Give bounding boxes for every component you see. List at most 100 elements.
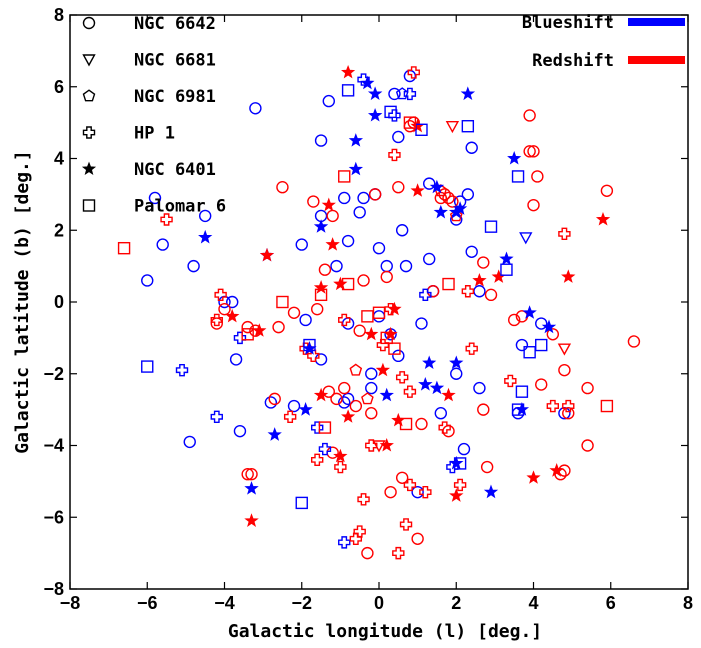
- ngc-6642-blue-point: [322, 94, 335, 108]
- ngc-6642-red-point: [368, 188, 382, 201]
- color-legend-swatch: [628, 18, 685, 26]
- palomar-6-red-point: [117, 241, 131, 255]
- ngc-6401-red-point: [561, 269, 576, 283]
- ngc-6401-blue-point: [452, 201, 468, 215]
- ngc-6401-red-point: [333, 276, 348, 291]
- ngc-6642-blue-point: [403, 69, 417, 83]
- hp-1-red-point: [160, 213, 173, 226]
- color-legend-swatch: [628, 56, 685, 64]
- x-tick-label: −6: [137, 593, 158, 613]
- ngc-6642-red-point: [380, 270, 393, 284]
- hp-1-blue-point: [311, 421, 324, 434]
- ngc-6401-red-point: [391, 412, 406, 427]
- ngc-6642-red-point: [627, 335, 641, 348]
- y-tick-label: −6: [43, 507, 64, 527]
- x-tick-label: −4: [214, 593, 235, 613]
- hp-1-red-point: [453, 478, 467, 492]
- ngc-6642-red-point: [322, 385, 335, 398]
- ngc-6401-red-point: [441, 387, 456, 402]
- legend-label: NGC 6681: [134, 51, 216, 71]
- ngc-6642-blue-point: [330, 259, 343, 273]
- ngc-6642-red-point: [361, 546, 374, 560]
- ngc-6642-blue-point: [295, 238, 308, 251]
- ngc-6642-blue-point: [141, 274, 154, 287]
- palomar-6-blue-point: [341, 84, 355, 97]
- ngc-6642-red-point: [442, 191, 455, 205]
- palomar-6-blue-point: [303, 338, 316, 352]
- ngc-6401-blue-point: [348, 133, 364, 147]
- ngc-6642-blue-point: [148, 191, 162, 205]
- ngc-6642-red-point: [531, 170, 544, 183]
- x-axis-title: Galactic longitude (l) [deg.]: [228, 621, 542, 642]
- y-tick-label: −8: [43, 579, 64, 599]
- palomar-6-red-point: [338, 170, 351, 183]
- legend-label: HP 1: [134, 124, 175, 144]
- palomar-6-blue-point: [484, 220, 498, 233]
- hp-1-red-point: [334, 460, 347, 474]
- hp-1-red-point: [438, 421, 451, 434]
- ngc-6642-red-point: [210, 317, 223, 330]
- ngc-6642-blue-point: [411, 485, 424, 499]
- hp-1-red-point: [214, 288, 227, 302]
- ngc-6642-red-point: [426, 285, 440, 298]
- hp-1-red-point: [365, 439, 378, 452]
- palomar-6-red-point: [361, 310, 374, 323]
- palomar-6-red-point: [341, 277, 355, 291]
- color-legend-label: Redshift: [532, 51, 614, 71]
- ngc-6642-red-point: [523, 109, 536, 122]
- ngc-6642-red-point: [357, 274, 370, 287]
- ngc-6642-red-point: [415, 417, 428, 431]
- ngc-6642-red-point: [600, 184, 614, 197]
- ngc-6642-blue-point: [473, 285, 486, 298]
- ngc-6401-blue-point: [449, 355, 464, 370]
- ngc-6642-red-point: [395, 471, 409, 484]
- x-tick-label: −2: [291, 593, 312, 613]
- ngc-6642-red-point: [581, 381, 594, 395]
- ngc-6642-red-point: [562, 407, 575, 420]
- legend-label: NGC 6642: [134, 14, 216, 34]
- hp-1-red-point: [376, 338, 390, 352]
- ngc-6642-blue-point: [156, 238, 169, 251]
- ngc-6401-red-point: [244, 513, 259, 527]
- ngc-6401-blue-point: [313, 219, 329, 233]
- x-tick-label: 4: [528, 593, 538, 613]
- ngc-6401-blue-point: [302, 341, 317, 355]
- ngc-6401-blue-point: [429, 380, 445, 395]
- ngc-6642-blue-point: [314, 134, 328, 147]
- ngc-6642-blue-point: [399, 259, 413, 273]
- palomar-6-red-point: [442, 277, 455, 291]
- hp-1-blue-point: [403, 87, 417, 101]
- ngc-6642-blue-point: [314, 353, 328, 366]
- palomar-6-blue-point: [511, 170, 525, 183]
- hp-1-red-point: [338, 313, 351, 327]
- ngc-6642-blue-point: [338, 396, 351, 409]
- palomar-6-red-point: [318, 421, 332, 434]
- color-legend: Blueshift Redshift: [522, 13, 685, 71]
- ngc-6642-red-point: [411, 532, 424, 545]
- hp-1-blue-point: [318, 442, 332, 456]
- legend-marker-ngc-6681: [82, 54, 96, 67]
- ngc-6642-red-point: [353, 324, 366, 337]
- color-legend-label: Blueshift: [522, 13, 614, 33]
- legend-label: NGC 6401: [134, 160, 216, 180]
- palomar-6-blue-point: [415, 123, 428, 137]
- ngc-6401-red-point: [410, 183, 425, 197]
- ngc-6401-blue-point: [507, 151, 522, 165]
- ngc-6642-blue-point: [338, 191, 351, 205]
- ngc-6642-blue-point: [287, 399, 301, 413]
- ngc-6642-red-point: [446, 195, 459, 208]
- ngc-6642-blue-point: [457, 442, 471, 456]
- palomar-6-red-point: [403, 116, 417, 129]
- ngc-6642-red-point: [442, 424, 455, 438]
- ngc-6642-red-point: [507, 313, 521, 327]
- ngc-6401-red-point: [259, 247, 275, 262]
- ngc-6642-red-point: [546, 328, 560, 341]
- hp-1-red-point: [392, 546, 405, 560]
- hp-1-red-point: [465, 342, 478, 355]
- ngc-6642-blue-point: [392, 349, 405, 363]
- ngc-6401-blue-point: [198, 229, 213, 244]
- ngc-6642-red-point: [438, 188, 451, 201]
- ngc-6642-red-point: [338, 381, 351, 395]
- hp-1-red-point: [395, 371, 409, 384]
- palomar-6-blue-point: [384, 105, 397, 119]
